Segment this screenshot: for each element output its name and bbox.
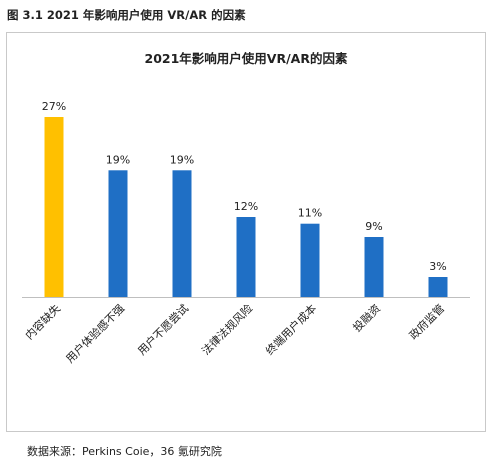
data-label-1: 27%: [42, 100, 66, 113]
data-label-5: 11%: [298, 207, 322, 220]
bar-7: [428, 277, 448, 297]
data-label-6: 9%: [365, 220, 382, 233]
bar-2: [108, 170, 128, 297]
category-label-3: 用户不愿尝试: [135, 301, 192, 358]
bar-6: [364, 237, 384, 297]
data-label-4: 12%: [234, 200, 258, 213]
category-label-5: 终端用户成本: [263, 301, 320, 358]
data-label-3: 19%: [170, 153, 194, 166]
category-label-6: 投融资: [350, 301, 383, 334]
source-note: 数据来源：Perkins Coie，36 氪研究院: [27, 445, 222, 458]
data-label-2: 19%: [106, 153, 130, 166]
bar-3: [172, 170, 192, 297]
bar-4: [236, 217, 256, 297]
category-label-2: 用户体验感不强: [63, 301, 127, 365]
plot-area: 27% 内容缺失 19% 用户体验感不强 19% 用户不愿尝试 12% 法律法规风险 11% 终端…: [22, 100, 470, 366]
category-label-1: 内容缺失: [22, 301, 63, 342]
data-label-7: 3%: [429, 260, 446, 273]
chart-title: 2021年影响用户使用VR/AR的因素: [145, 51, 348, 66]
bar-5: [300, 223, 320, 297]
chart-frame: 2021年影响用户使用VR/AR的因素 27% 内容缺失 19% 用户体验感不强 19%…: [6, 32, 486, 458]
bar-1: [44, 117, 64, 297]
bar-chart: 2021年影响用户使用VR/AR的因素 27% 内容缺失 19% 用户体验感不强 19%…: [22, 51, 470, 366]
category-label-7: 政府监管: [406, 301, 447, 342]
category-label-4: 法律法规风险: [199, 301, 256, 358]
figure-caption: 图 3.1 2021 年影响用户使用 VR/AR 的因素: [7, 8, 246, 22]
